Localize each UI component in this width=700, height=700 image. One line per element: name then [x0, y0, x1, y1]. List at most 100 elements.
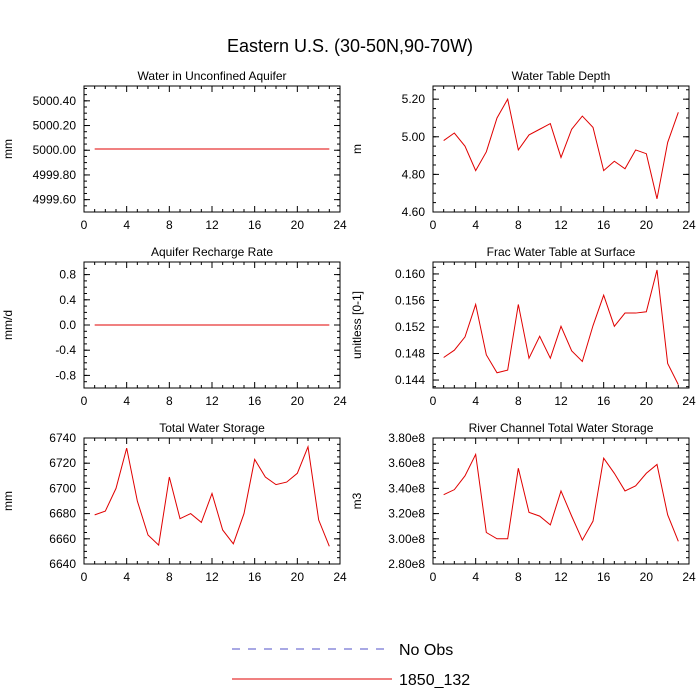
x-tick-label: 8 — [515, 570, 522, 584]
y-tick-label: 2.80e8 — [388, 557, 425, 571]
legend: No Obs 1850_132 — [232, 642, 470, 689]
plot-frame — [432, 437, 690, 565]
y-tick-label: 4.80 — [402, 167, 426, 181]
x-tick-label: 20 — [640, 570, 654, 584]
x-tick-label: 20 — [291, 218, 305, 232]
series-line-0 — [94, 444, 330, 547]
x-tick-label: 20 — [291, 394, 305, 408]
y-tick-label: 4999.60 — [33, 193, 77, 207]
panel-title: Frac Water Table at Surface — [487, 245, 636, 259]
x-tick-label: 0 — [81, 394, 88, 408]
y-tick-label: 3.80e8 — [388, 431, 425, 445]
x-tick-label: 12 — [205, 218, 219, 232]
x-tick-label: 0 — [430, 570, 437, 584]
y-axis-label: m3 — [350, 492, 364, 509]
x-tick-label: 12 — [554, 218, 568, 232]
x-tick-label: 24 — [682, 394, 696, 408]
legend-label-1850-132: 1850_132 — [399, 672, 470, 689]
panel-1: Water Table Depth m 0 4 8 12 16 20 24 4.60 4.80 5.0… — [350, 69, 696, 232]
legend-label-no-obs: No Obs — [399, 642, 453, 659]
y-tick-label: 0.156 — [395, 293, 425, 307]
x-tick-label: 16 — [248, 218, 262, 232]
x-tick-label: 4 — [472, 394, 479, 408]
x-tick-label: 8 — [515, 394, 522, 408]
y-tick-label: 6680 — [49, 507, 76, 521]
y-tick-label: 0.4 — [59, 293, 76, 307]
x-tick-label: 8 — [166, 570, 173, 584]
y-tick-label: 5000.00 — [33, 143, 77, 157]
y-tick-label: 5000.20 — [33, 119, 77, 133]
x-tick-label: 24 — [682, 218, 696, 232]
chart-panels: Water in Unconfined Aquifer mm 0 4 8 12 16 20 24… — [1, 69, 696, 584]
x-tick-label: 24 — [333, 394, 347, 408]
y-axis-label: mm/d — [1, 310, 15, 340]
y-tick-label: -0.4 — [55, 343, 76, 357]
plot-frame — [432, 261, 690, 389]
y-tick-label: 5000.40 — [33, 94, 77, 108]
y-tick-label: 3.60e8 — [388, 456, 425, 470]
y-tick-label: 3.40e8 — [388, 481, 425, 495]
y-tick-label: 4999.80 — [33, 168, 77, 182]
x-tick-label: 0 — [430, 394, 437, 408]
x-tick-label: 20 — [640, 218, 654, 232]
x-tick-label: 4 — [123, 218, 130, 232]
x-tick-label: 16 — [597, 218, 611, 232]
x-tick-label: 12 — [554, 394, 568, 408]
y-tick-label: 5.20 — [402, 92, 426, 106]
x-tick-label: 12 — [205, 570, 219, 584]
plot-frame — [432, 85, 690, 213]
x-tick-label: 16 — [248, 394, 262, 408]
figure-title: Eastern U.S. (30-50N,90-70W) — [227, 36, 473, 56]
x-tick-label: 12 — [205, 394, 219, 408]
y-tick-label: 6640 — [49, 557, 76, 571]
x-tick-label: 4 — [472, 570, 479, 584]
y-tick-label: 0.8 — [59, 268, 76, 282]
y-tick-label: 6740 — [49, 431, 76, 445]
panel-2: Aquifer Recharge Rate mm/d 0 4 8 12 16 20 24 -0.8… — [1, 245, 347, 408]
panel-title: River Channel Total Water Storage — [469, 421, 654, 435]
y-tick-label: 5.00 — [402, 130, 426, 144]
x-tick-label: 4 — [472, 218, 479, 232]
series-line-0 — [443, 97, 679, 199]
y-axis-label: m — [350, 144, 364, 154]
y-tick-label: 0.148 — [395, 347, 425, 361]
x-tick-label: 20 — [291, 570, 305, 584]
panel-title: Aquifer Recharge Rate — [151, 245, 273, 259]
y-tick-label: 0.160 — [395, 267, 425, 281]
y-tick-label: 6720 — [49, 456, 76, 470]
y-tick-label: 4.60 — [402, 205, 426, 219]
x-tick-label: 4 — [123, 570, 130, 584]
x-tick-label: 12 — [554, 570, 568, 584]
x-tick-label: 0 — [430, 218, 437, 232]
x-tick-label: 8 — [166, 394, 173, 408]
y-tick-label: -0.8 — [55, 368, 76, 382]
y-tick-label: 3.00e8 — [388, 532, 425, 546]
x-tick-label: 24 — [333, 570, 347, 584]
x-tick-label: 16 — [248, 570, 262, 584]
y-tick-label: 6700 — [49, 481, 76, 495]
y-tick-label: 0.152 — [395, 320, 425, 334]
panel-title: Water Table Depth — [512, 69, 611, 83]
x-tick-label: 20 — [640, 394, 654, 408]
x-tick-label: 4 — [123, 394, 130, 408]
x-tick-label: 0 — [81, 570, 88, 584]
x-tick-label: 16 — [597, 394, 611, 408]
y-tick-label: 0.144 — [395, 373, 425, 387]
panel-3: Frac Water Table at Surface unitless [0-1… — [350, 245, 696, 408]
y-tick-label: 0.0 — [59, 318, 76, 332]
panel-5: River Channel Total Water Storage m3 0 4 8 12… — [350, 421, 696, 584]
y-tick-label: 3.20e8 — [388, 507, 425, 521]
x-tick-label: 8 — [515, 218, 522, 232]
x-tick-label: 24 — [682, 570, 696, 584]
series-line-0 — [443, 269, 679, 385]
series-line-0 — [443, 452, 679, 542]
panel-title: Water in Unconfined Aquifer — [138, 69, 287, 83]
x-tick-label: 8 — [166, 218, 173, 232]
panel-0: Water in Unconfined Aquifer mm 0 4 8 12 16 20 24… — [1, 69, 347, 232]
x-tick-label: 0 — [81, 218, 88, 232]
x-tick-label: 24 — [333, 218, 347, 232]
y-axis-label: unitless [0-1] — [350, 291, 364, 359]
y-tick-label: 6660 — [49, 532, 76, 546]
x-tick-label: 16 — [597, 570, 611, 584]
